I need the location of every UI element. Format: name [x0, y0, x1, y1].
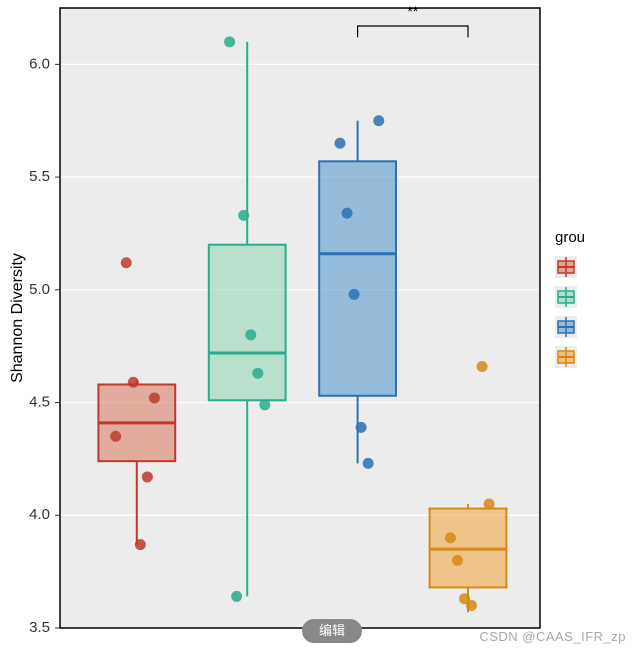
edit-button-label: 编辑 [319, 623, 345, 638]
data-point [259, 399, 270, 410]
data-point [231, 591, 242, 602]
data-point [121, 257, 132, 268]
chart-container: ** 3.5 4.0 4.5 5.0 5.5 6.0 Shannon Diversity gro… [0, 0, 634, 650]
y-axis-title: Shannon Diversity [9, 253, 26, 383]
y-tick-label: 5.5 [29, 168, 50, 185]
data-point [149, 393, 160, 404]
data-point [459, 593, 470, 604]
data-point [128, 377, 139, 388]
legend-title: grou [555, 229, 585, 246]
y-tick-label: 3.5 [29, 619, 50, 636]
significance-label: ** [407, 3, 418, 19]
watermark-text: CSDN @CAAS_IFR_zp [479, 629, 626, 644]
edit-button[interactable]: 编辑 [302, 619, 362, 643]
y-tick-label: 4.5 [29, 394, 50, 411]
data-point [135, 539, 146, 550]
data-point [142, 471, 153, 482]
data-point [356, 422, 367, 433]
data-point [238, 210, 249, 221]
data-point [452, 555, 463, 566]
box [209, 245, 286, 401]
data-point [335, 138, 346, 149]
box [319, 161, 396, 395]
data-point [484, 499, 495, 510]
y-tick-label: 4.0 [29, 506, 50, 523]
data-point [445, 532, 456, 543]
data-point [477, 361, 488, 372]
data-point [373, 115, 384, 126]
data-point [224, 36, 235, 47]
y-tick-label: 5.0 [29, 281, 50, 298]
y-tick-label: 6.0 [29, 55, 50, 72]
data-point [342, 208, 353, 219]
data-point [245, 329, 256, 340]
boxplot-svg: ** 3.5 4.0 4.5 5.0 5.5 6.0 Shannon Diversity gro… [0, 0, 634, 650]
data-point [349, 289, 360, 300]
data-point [363, 458, 374, 469]
data-point [252, 368, 263, 379]
data-point [110, 431, 121, 442]
